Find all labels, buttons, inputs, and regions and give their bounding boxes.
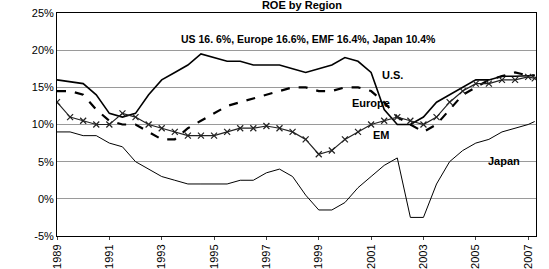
svg-text:2001: 2001 xyxy=(365,244,377,268)
svg-text:1995: 1995 xyxy=(208,244,220,268)
svg-text:1997: 1997 xyxy=(260,244,272,268)
svg-text:U.S.: U.S. xyxy=(382,69,403,81)
svg-text:1999: 1999 xyxy=(312,244,324,268)
svg-text:-5%: -5% xyxy=(34,230,54,242)
svg-text:2003: 2003 xyxy=(417,244,429,268)
svg-text:10%: 10% xyxy=(32,118,54,130)
svg-text:ROE by Region: ROE by Region xyxy=(262,0,342,11)
svg-text:US 16. 6%, Europe 16.6%, EMF 1: US 16. 6%, Europe 16.6%, EMF 16.4%, Japa… xyxy=(181,33,436,45)
svg-text:1991: 1991 xyxy=(103,244,115,268)
svg-text:Japan: Japan xyxy=(488,155,520,167)
svg-text:25%: 25% xyxy=(32,7,54,19)
svg-text:0%: 0% xyxy=(38,193,54,205)
svg-text:1989: 1989 xyxy=(51,244,63,268)
svg-text:20%: 20% xyxy=(32,44,54,56)
svg-text:2007: 2007 xyxy=(522,244,534,268)
svg-text:15%: 15% xyxy=(32,81,54,93)
svg-text:1993: 1993 xyxy=(155,244,167,268)
svg-text:2005: 2005 xyxy=(469,244,481,268)
svg-text:EM: EM xyxy=(373,129,390,141)
svg-text:5%: 5% xyxy=(38,156,54,168)
svg-text:Europe: Europe xyxy=(352,97,390,109)
